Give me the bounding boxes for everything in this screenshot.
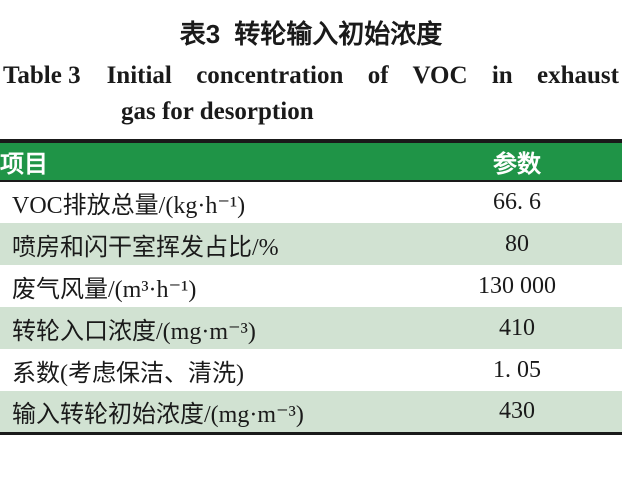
row-label: 转轮入口浓度/(mg·m⁻³) bbox=[12, 318, 256, 345]
table-row: 喷房和闪干室挥发占比/% 80 bbox=[0, 223, 622, 266]
column-header-item: 项目 bbox=[0, 141, 412, 183]
row-label: 系数(考虑保洁、清洗) bbox=[12, 360, 244, 387]
row-label: 喷房和闪干室挥发占比/% bbox=[12, 234, 279, 261]
table-row: VOC排放总量/(kg·h⁻¹) 66. 6 bbox=[0, 181, 622, 223]
row-label: 废气风量/(m³·h⁻¹) bbox=[12, 276, 197, 303]
table-header-row: 项目 参数 bbox=[0, 141, 622, 183]
column-header-parameter: 参数 bbox=[412, 141, 622, 183]
table-caption-en-line2: gas for desorption bbox=[121, 98, 314, 126]
row-label: VOC排放总量/(kg·h⁻¹) bbox=[12, 193, 246, 220]
parameters-table: 项目 参数 VOC排放总量/(kg·h⁻¹) 66. 6 喷房和闪干室挥发占比/… bbox=[0, 139, 622, 435]
row-value: 80 bbox=[505, 230, 529, 257]
table-row: 输入转轮初始浓度/(mg·m⁻³) 430 bbox=[0, 391, 622, 434]
table-row: 系数(考虑保洁、清洗) 1. 05 bbox=[0, 349, 622, 391]
table-row: 转轮入口浓度/(mg·m⁻³) 410 bbox=[0, 307, 622, 350]
table-caption-en-text: Initial concentration of VOC in exhaust bbox=[106, 61, 619, 89]
table-caption-zh-number: 表3 bbox=[179, 19, 221, 49]
row-label: 输入转轮初始浓度/(mg·m⁻³) bbox=[12, 401, 304, 428]
paper-page: 表3 转轮输入初始浓度 Table 3 Initial concentratio… bbox=[0, 20, 622, 435]
row-value: 1. 05 bbox=[493, 356, 541, 383]
row-value: 410 bbox=[499, 314, 535, 341]
table-caption-zh: 表3 转轮输入初始浓度 bbox=[0, 20, 622, 49]
row-value: 130 000 bbox=[478, 272, 556, 299]
table-caption-en: Table 3 Initial concentration of VOC in … bbox=[0, 62, 622, 128]
row-value: 66. 6 bbox=[493, 189, 541, 216]
row-value: 430 bbox=[499, 397, 535, 424]
table-caption-en-line1: Table 3 Initial concentration of VOC in … bbox=[3, 62, 619, 91]
table-row: 废气风量/(m³·h⁻¹) 130 000 bbox=[0, 265, 622, 307]
table-caption-zh-title: 转轮输入初始浓度 bbox=[234, 19, 443, 49]
table-caption-en-number: Table 3 bbox=[3, 61, 81, 89]
